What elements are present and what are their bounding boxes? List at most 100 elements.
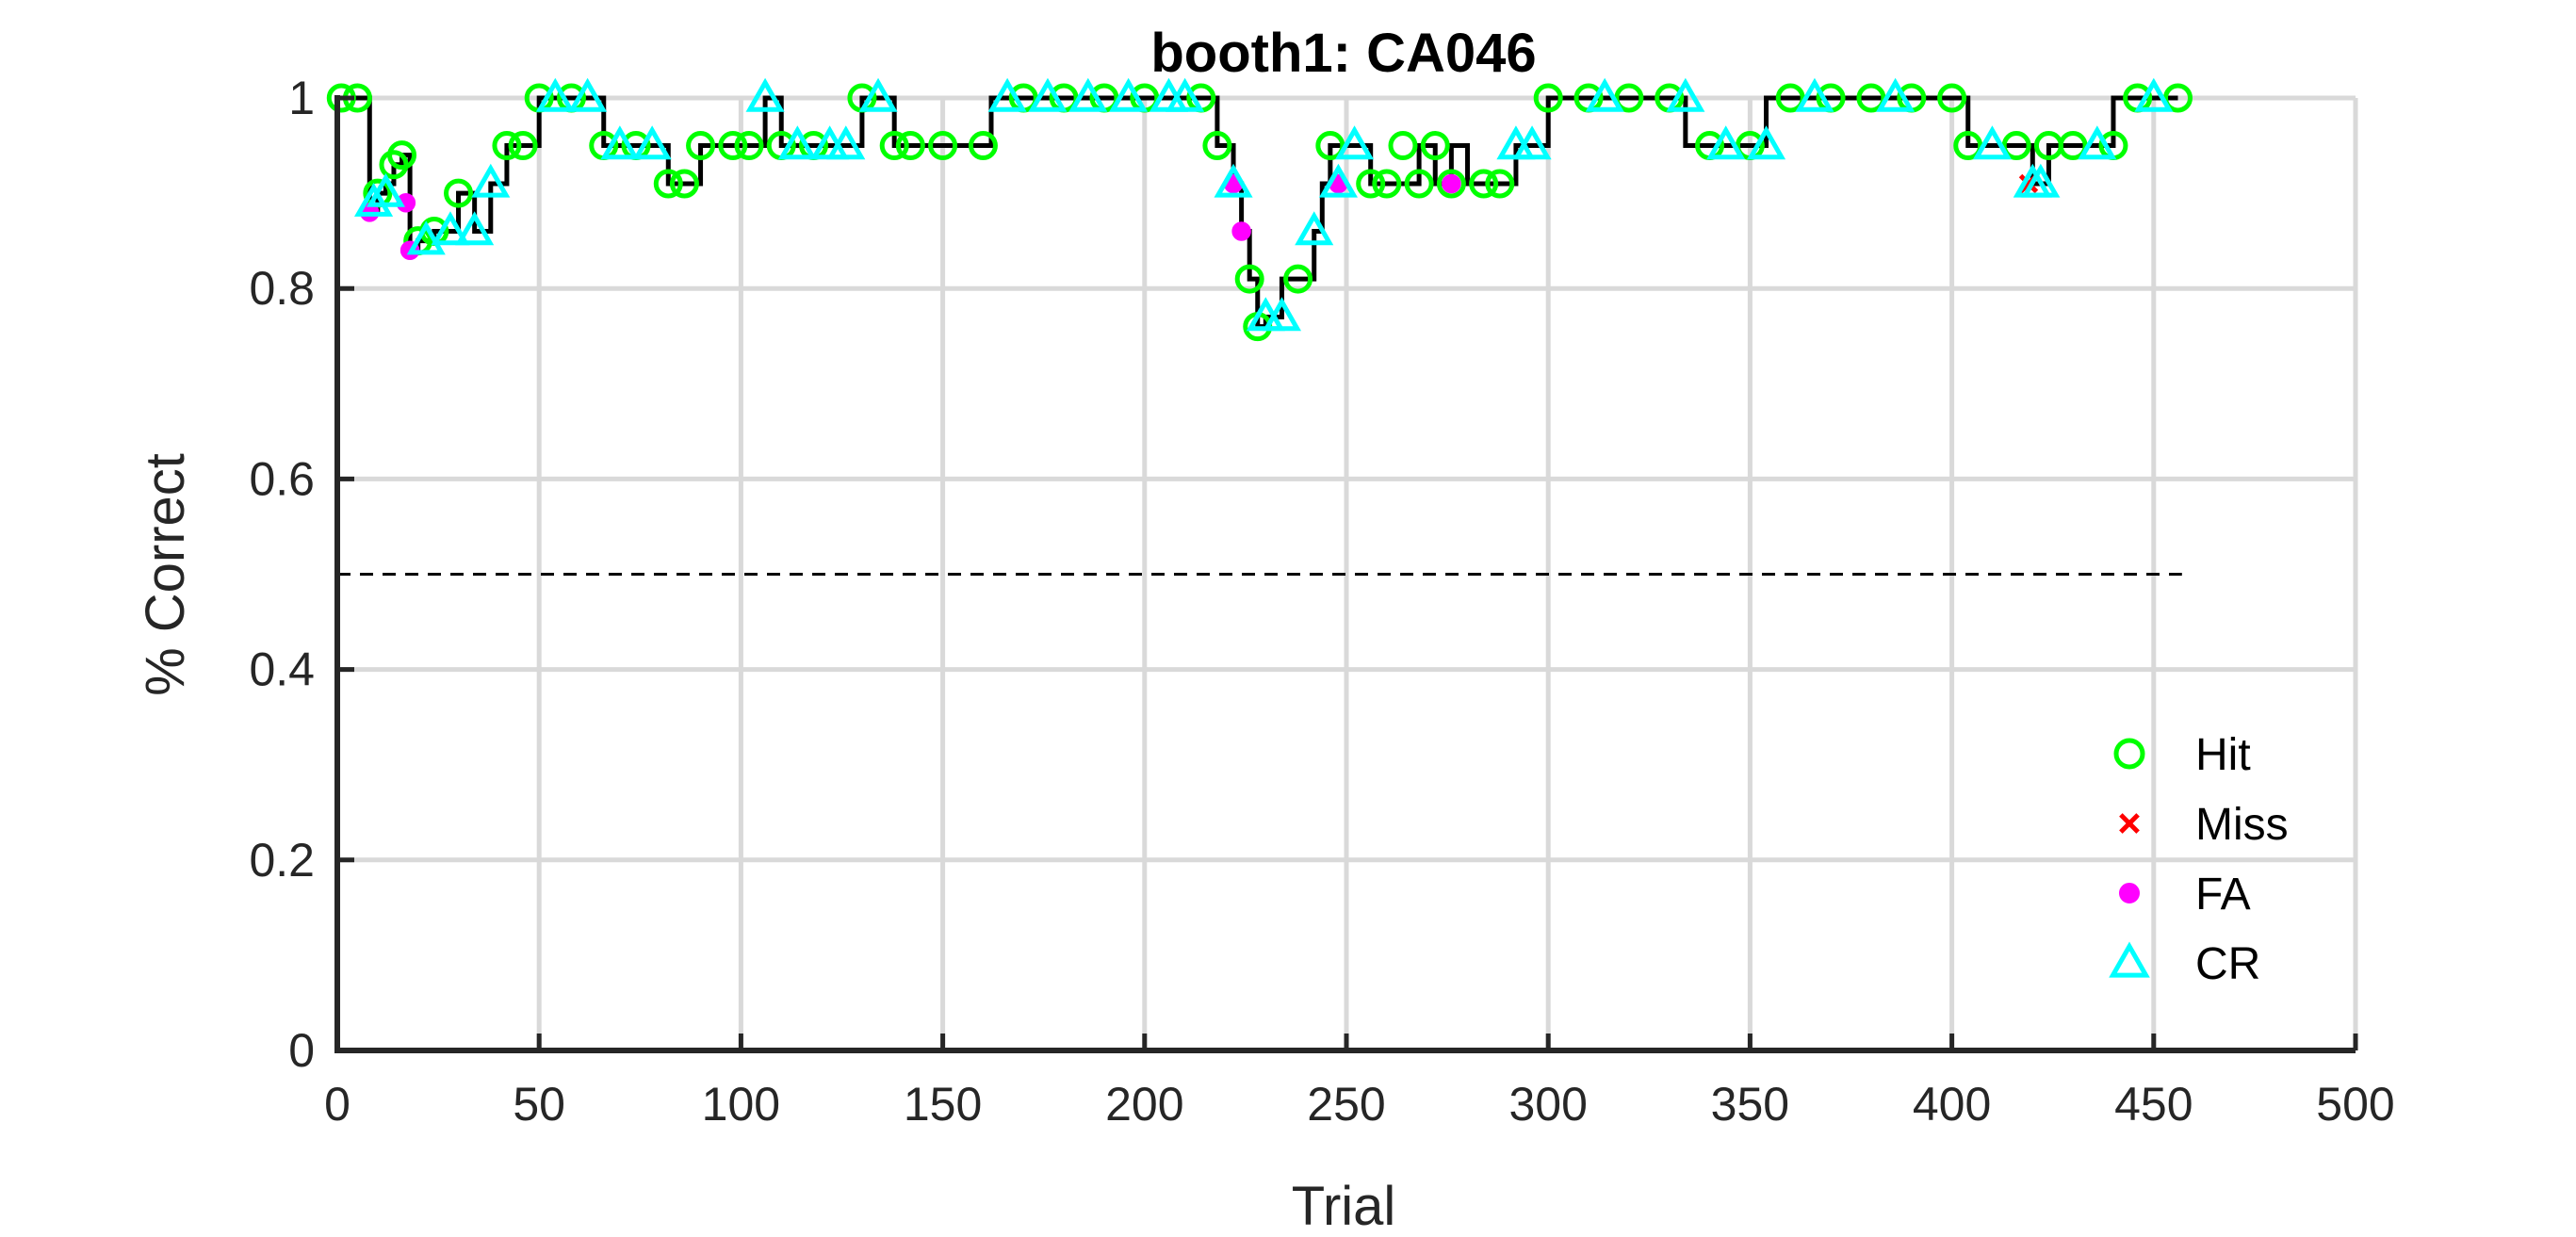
marker-hit <box>968 131 998 161</box>
y-tick-label: 0 <box>288 1024 315 1077</box>
marker-cr <box>1795 77 1834 112</box>
marker-cr <box>1028 77 1068 112</box>
x-tick-label: 450 <box>2114 1078 2193 1131</box>
marker-hit <box>2001 131 2031 161</box>
marker-hit <box>1614 83 1644 113</box>
marker-fa <box>1231 221 1251 241</box>
x-tick-label: 150 <box>904 1078 982 1131</box>
marker-cr <box>1318 163 1358 198</box>
y-axis-title: % Correct <box>135 453 196 696</box>
marker-hit <box>2058 131 2088 161</box>
marker-hit <box>1436 169 1466 199</box>
marker-cr <box>1746 125 1786 160</box>
x-tick-label: 500 <box>2316 1078 2394 1131</box>
marker-cr <box>777 125 817 160</box>
marker-cr <box>632 125 672 160</box>
legend-marker-fa <box>2119 883 2140 903</box>
x-axis-title: Trial <box>1292 1176 1396 1237</box>
marker-cr <box>1666 77 1705 112</box>
tick-labels: 0 50 100 150 200 250 300 350 400 450 500 0 0.2 0.4 0.6… <box>249 72 2394 1131</box>
legend-marker-cr <box>2109 941 2150 978</box>
marker-fa <box>1442 173 1461 194</box>
marker-cr <box>1166 77 1205 112</box>
marker-cr <box>455 211 495 246</box>
marker-hit <box>2163 83 2193 113</box>
legend-label-miss: Miss <box>2195 800 2289 850</box>
marker-cr <box>353 182 394 217</box>
marker-cr <box>471 163 511 198</box>
marker-hit <box>686 131 716 161</box>
marker-cr <box>1512 125 1552 160</box>
x-tick-label: 300 <box>1508 1078 1587 1131</box>
legend-marker-miss <box>2119 813 2140 834</box>
y-tick-label: 0.2 <box>249 834 315 887</box>
marker-cr <box>406 220 446 255</box>
legend-marker-miss-stroke <box>2119 813 2140 834</box>
markers <box>326 77 2193 342</box>
marker-hit <box>1404 169 1434 199</box>
marker-hit <box>492 131 522 161</box>
marker-cr <box>1109 77 1149 112</box>
marker-cr <box>987 77 1027 112</box>
legend-label-hit: Hit <box>2195 730 2251 780</box>
marker-cr <box>2134 77 2174 112</box>
marker-hit <box>1202 131 1232 161</box>
marker-cr <box>1262 297 1302 332</box>
marker-hit <box>1485 169 1515 199</box>
marker-hit <box>879 131 909 161</box>
marker-hit <box>1420 131 1450 161</box>
legend-marker-hit <box>2113 738 2145 770</box>
marker-hit <box>734 131 764 161</box>
marker-hit <box>1953 131 1983 161</box>
y-tick-label: 0.8 <box>249 262 315 315</box>
marker-hit <box>444 178 474 208</box>
marker-cr <box>1214 163 1253 198</box>
marker-cr <box>858 77 898 112</box>
x-tick-label: 250 <box>1307 1078 1385 1131</box>
marker-hit <box>1356 169 1386 199</box>
y-tick-label: 1 <box>288 72 315 124</box>
y-tick-label: 0.6 <box>249 452 315 505</box>
marker-hit <box>1283 264 1313 294</box>
y-tick-label: 0.4 <box>249 643 315 696</box>
marker-cr <box>366 172 405 207</box>
marker-cr <box>600 125 640 160</box>
marker-hit <box>669 169 699 199</box>
x-tick-label: 400 <box>1913 1078 1991 1131</box>
marker-hit <box>928 131 958 161</box>
axes <box>334 95 2358 1053</box>
marker-cr <box>1972 125 2012 160</box>
x-tick-label: 100 <box>702 1078 780 1131</box>
marker-cr <box>1876 77 1916 112</box>
x-tick-label: 350 <box>1711 1078 1789 1131</box>
marker-hit <box>1388 131 1418 161</box>
marker-cr <box>1295 211 1334 246</box>
marker-hit <box>1937 83 1967 113</box>
marker-cr <box>535 77 575 112</box>
marker-cr <box>745 77 785 112</box>
marker-cr <box>826 125 866 160</box>
marker-hit <box>1234 264 1264 294</box>
marker-hit <box>1775 83 1805 113</box>
marker-hit <box>508 131 538 161</box>
legend-label-fa: FA <box>2195 870 2251 920</box>
marker-hit <box>653 169 683 199</box>
marker-cr <box>568 77 608 112</box>
marker-hit <box>1372 169 1402 199</box>
marker-hit <box>1469 169 1499 199</box>
x-tick-label: 0 <box>324 1078 351 1131</box>
x-tick-label: 50 <box>513 1078 565 1131</box>
marker-hit <box>387 140 417 171</box>
marker-cr <box>1335 125 1375 160</box>
marker-cr <box>1585 77 1624 112</box>
marker-cr <box>1068 77 1108 112</box>
legend-label-cr: CR <box>2195 939 2260 989</box>
marker-hit <box>1533 83 1563 113</box>
marker-cr <box>1706 125 1746 160</box>
marker-cr <box>2078 125 2117 160</box>
x-tick-label: 200 <box>1105 1078 1183 1131</box>
marker-hit <box>895 131 925 161</box>
marker-hit <box>1315 131 1345 161</box>
marker-cr <box>2021 163 2061 198</box>
